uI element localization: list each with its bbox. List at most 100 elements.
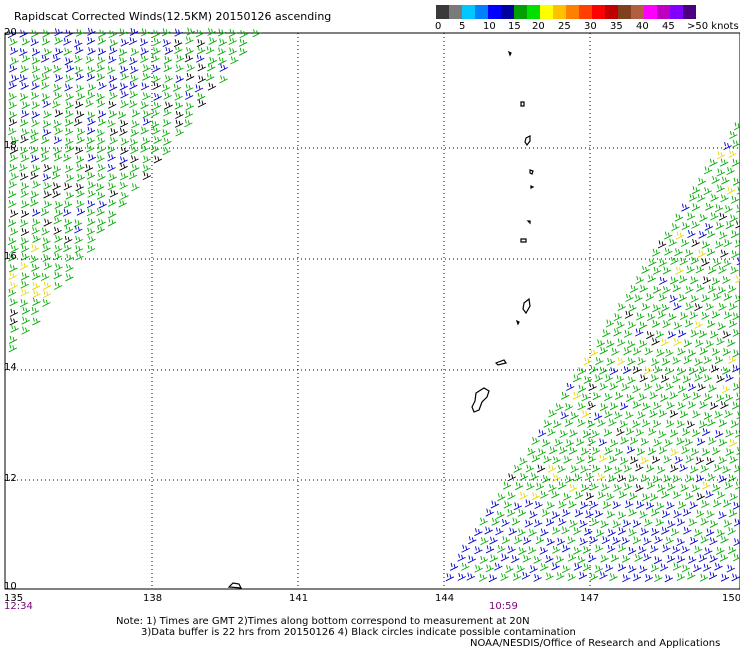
wind-barb bbox=[683, 526, 692, 535]
wind-barb bbox=[697, 177, 707, 186]
wind-barb bbox=[676, 555, 686, 564]
wind-barb bbox=[718, 438, 727, 447]
wind-barb bbox=[129, 90, 138, 99]
wind-barb bbox=[98, 200, 107, 209]
wind-barb bbox=[589, 572, 598, 581]
wind-barb bbox=[197, 46, 206, 55]
wind-barb bbox=[638, 339, 648, 348]
wind-barb bbox=[639, 374, 648, 383]
wind-barb bbox=[119, 65, 129, 74]
wind-barb bbox=[732, 139, 740, 148]
wind-barb bbox=[467, 555, 477, 564]
wind-barb bbox=[694, 528, 703, 537]
wind-barb bbox=[86, 244, 96, 253]
wind-barb bbox=[699, 573, 709, 582]
wind-barb bbox=[636, 500, 645, 509]
lon-label: 138 bbox=[143, 593, 163, 604]
wind-barb bbox=[674, 248, 683, 257]
wind-barb bbox=[208, 56, 217, 65]
wind-barb bbox=[726, 166, 735, 175]
wind-barb bbox=[98, 29, 107, 38]
wind-barb bbox=[161, 129, 171, 138]
wind-barb bbox=[707, 418, 716, 427]
wind-barb bbox=[552, 456, 561, 465]
wind-barb bbox=[671, 223, 680, 232]
wind-barb bbox=[716, 168, 726, 177]
wind-barb bbox=[485, 508, 494, 517]
wind-barb bbox=[129, 138, 138, 147]
wind-barb bbox=[604, 374, 614, 383]
wind-barb bbox=[682, 392, 691, 401]
wind-barb bbox=[654, 535, 663, 544]
wind-barb bbox=[733, 122, 740, 131]
wind-barb bbox=[8, 92, 17, 101]
wind-barb bbox=[613, 313, 623, 322]
colorbar-swatch bbox=[527, 5, 540, 19]
wind-barb bbox=[43, 190, 52, 199]
wind-barb bbox=[698, 420, 708, 429]
wind-barb bbox=[730, 266, 739, 275]
wind-barb bbox=[731, 158, 740, 167]
wind-barb bbox=[716, 184, 725, 193]
wind-barb bbox=[161, 83, 171, 92]
wind-barb bbox=[120, 38, 129, 47]
colorbar-label: 25 bbox=[558, 21, 571, 32]
wind-barb bbox=[592, 392, 601, 401]
wind-barb bbox=[43, 261, 53, 271]
wind-barb bbox=[86, 208, 96, 217]
wind-barb bbox=[497, 545, 506, 554]
wind-barb bbox=[119, 162, 128, 171]
wind-barb bbox=[485, 564, 494, 573]
wind-barb bbox=[579, 501, 589, 510]
wind-barb bbox=[142, 92, 151, 101]
island bbox=[227, 582, 243, 589]
wind-barb bbox=[723, 519, 732, 528]
wind-barb bbox=[701, 258, 710, 267]
wind-barb bbox=[10, 244, 19, 253]
wind-barb bbox=[21, 128, 30, 137]
island bbox=[515, 319, 520, 326]
wind-barb bbox=[495, 527, 504, 536]
wind-barb bbox=[119, 127, 128, 136]
wind-barb bbox=[646, 331, 655, 340]
wind-barb bbox=[535, 482, 545, 491]
wind-barb bbox=[661, 357, 671, 366]
lat-label: 12 bbox=[4, 473, 17, 484]
wind-barb bbox=[673, 338, 682, 347]
wind-barb bbox=[668, 312, 677, 321]
wind-barb bbox=[545, 554, 554, 563]
wind-barb bbox=[54, 126, 63, 135]
wind-barb bbox=[130, 48, 140, 57]
wind-barb bbox=[733, 518, 740, 527]
wind-barb bbox=[32, 289, 41, 298]
wind-barb bbox=[95, 183, 105, 192]
wind-barb bbox=[562, 565, 571, 574]
wind-barb bbox=[30, 255, 39, 264]
wind-barb bbox=[567, 572, 576, 581]
wind-barb bbox=[619, 420, 628, 429]
wind-barb bbox=[53, 281, 63, 290]
wind-barb bbox=[184, 91, 194, 100]
wind-barb bbox=[54, 47, 64, 56]
wind-barb bbox=[466, 572, 475, 581]
wind-barb bbox=[707, 473, 716, 482]
wind-barb bbox=[628, 508, 637, 517]
wind-barb bbox=[76, 173, 86, 182]
wind-barb bbox=[522, 536, 532, 545]
wind-barb bbox=[560, 391, 570, 400]
wind-barb bbox=[20, 237, 29, 246]
wind-barb bbox=[140, 126, 149, 135]
wind-barb bbox=[580, 447, 590, 456]
wind-barb bbox=[540, 490, 549, 499]
wind-swath-right bbox=[445, 122, 740, 583]
wind-barb bbox=[623, 464, 632, 473]
map-title: Rapidscat Corrected Winds(12.5KM) 201501… bbox=[14, 10, 332, 23]
wind-barb bbox=[649, 493, 659, 502]
wind-barb bbox=[97, 218, 106, 227]
wind-barb bbox=[175, 128, 184, 137]
wind-barb bbox=[679, 257, 688, 266]
wind-barb bbox=[587, 455, 596, 464]
wind-barb bbox=[496, 510, 505, 519]
wind-barb bbox=[42, 298, 51, 307]
wind-barb bbox=[502, 481, 512, 490]
